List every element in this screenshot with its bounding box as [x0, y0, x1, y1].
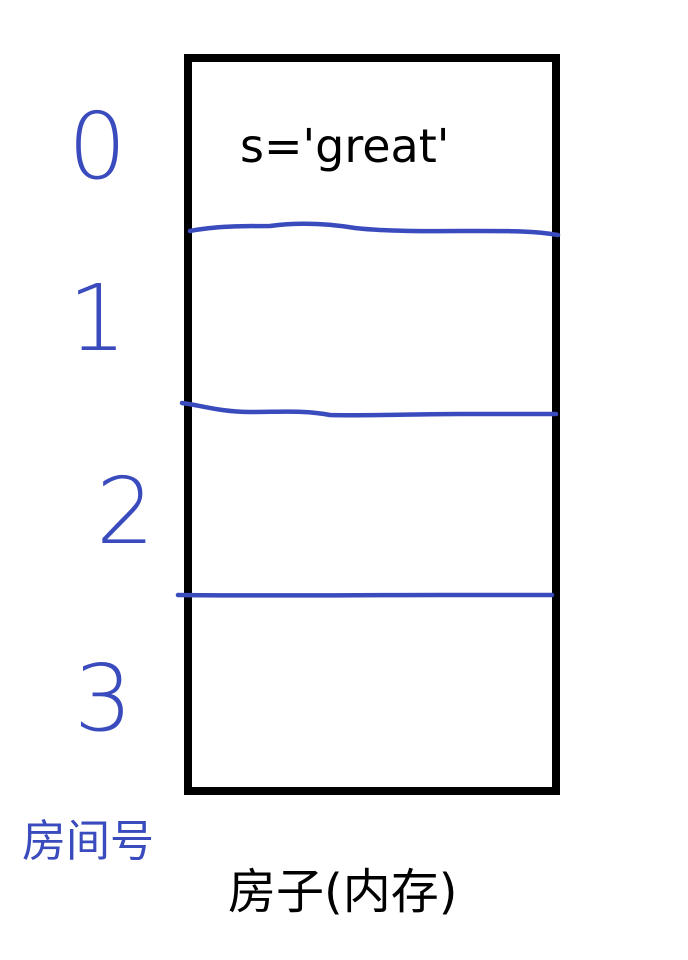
- room-number-3: 3: [74, 645, 133, 752]
- house-label: 房子(内存): [228, 864, 457, 920]
- room-number-0: 0: [68, 93, 127, 200]
- room-number-2: 2: [96, 458, 155, 565]
- divider-line-2: [179, 400, 559, 418]
- divider-line-1: [187, 221, 561, 238]
- cell-content: s='great': [240, 119, 449, 173]
- room-numbers-label: 房间号: [22, 816, 154, 867]
- room-number-1: 1: [68, 265, 127, 372]
- memory-box: [184, 54, 560, 795]
